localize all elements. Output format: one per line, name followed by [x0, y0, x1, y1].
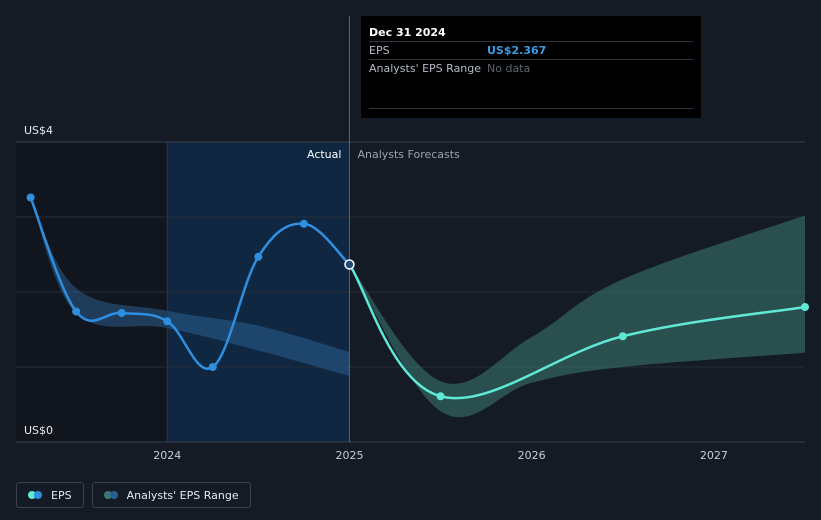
y-label-bottom: US$0 [24, 424, 53, 437]
x-tick-label: 2026 [518, 449, 546, 462]
forecast-line [348, 263, 806, 400]
eps-point [72, 307, 81, 316]
legend-range[interactable]: Analysts' EPS Range [91, 482, 251, 508]
x-tick-label: 2025 [335, 449, 363, 462]
forecast-point [436, 392, 445, 401]
actual-label: Actual [307, 148, 341, 161]
selected-point [344, 259, 355, 270]
legend-eps-label: EPS [51, 488, 72, 502]
tooltip-eps-label: EPS [369, 44, 390, 57]
eps-point [254, 252, 263, 261]
tooltip-range-row: Analysts' EPS Range No data [369, 59, 693, 77]
y-label-top: US$4 [24, 124, 53, 137]
x-tick-label: 2027 [700, 449, 728, 462]
tooltip-eps-value: US$2.367 [487, 44, 547, 57]
range-past-area [30, 197, 350, 376]
tooltip: Dec 31 2024 EPS US$2.367 Analysts' EPS R… [361, 16, 701, 118]
eps-swatch-icon [28, 491, 42, 499]
eps-point [26, 193, 35, 202]
forecast-label: Analysts Forecasts [357, 148, 460, 161]
forecast-point [801, 303, 809, 311]
range-forecast-area [349, 215, 805, 418]
legend-range-label: Analysts' EPS Range [126, 488, 239, 502]
legend-eps[interactable]: EPS [16, 482, 84, 508]
eps-point [117, 309, 126, 317]
tooltip-divider [369, 108, 693, 109]
forecast-point [618, 332, 627, 341]
eps-point [299, 219, 308, 228]
x-tick-label: 2024 [153, 449, 181, 462]
tooltip-range-value: No data [487, 62, 531, 75]
range-swatch-icon [103, 491, 118, 499]
eps-point [163, 317, 172, 326]
eps-point [208, 363, 217, 371]
tooltip-date: Dec 31 2024 [369, 26, 446, 39]
legend: EPS Analysts' EPS Range [16, 482, 251, 510]
tooltip-range-label: Analysts' EPS Range [369, 62, 482, 75]
tooltip-eps-row: EPS US$2.367 [369, 41, 693, 59]
